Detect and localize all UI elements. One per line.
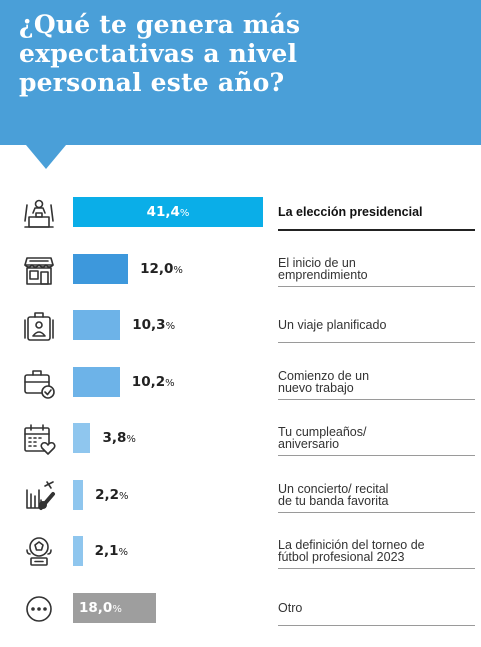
bar-row: 41,4% La elección presidencial <box>0 183 481 239</box>
value-number: 3,8 <box>102 430 127 446</box>
bar <box>73 592 156 623</box>
value-number: 41,4 <box>146 204 180 220</box>
value-label: 2,2% <box>95 487 128 503</box>
value-unit: % <box>165 321 176 332</box>
category-label-line: fútbol profesional 2023 <box>278 550 405 564</box>
row-divider <box>278 229 475 231</box>
value-label: 18,0% <box>79 600 122 616</box>
bar-row: 18,0% Otro <box>0 579 481 635</box>
value-number: 12,0 <box>140 260 174 277</box>
category-label-line: nuevo trabajo <box>278 380 354 395</box>
row-divider <box>278 511 475 513</box>
category-label-line: aniversario <box>278 437 340 451</box>
category-label-line: La definición del torneo de <box>278 538 425 552</box>
value-unit: % <box>165 377 175 389</box>
bar <box>73 253 129 284</box>
value-number: 2,2 <box>95 486 120 503</box>
chart-title: ¿Qué te genera más expectativas a nivel … <box>19 10 301 97</box>
category-label: Comienzo de un nuevo trabajo <box>278 368 474 395</box>
category-label-line: Un concierto/ recital <box>278 481 389 496</box>
row-divider <box>278 285 475 287</box>
row-divider <box>278 342 475 343</box>
value-unit: % <box>126 434 136 445</box>
bar-row: 2,1% La definición del torneo de fútbol pr… <box>0 522 481 578</box>
value-label: 41,4% <box>147 204 190 220</box>
bar-row: 12,0% El inicio de un emprendimiento <box>0 240 481 296</box>
bar-row: 3,8% Tu cumpleaños/aniversario <box>0 409 481 465</box>
category-label: Otro <box>278 600 474 615</box>
bar <box>73 310 121 340</box>
row-divider <box>278 455 475 456</box>
calendar-heart-icon <box>21 421 57 457</box>
value-number: 18,0 <box>79 599 113 616</box>
value-unit: % <box>118 547 129 558</box>
value-number: 10,2 <box>131 373 166 390</box>
rock-hand-guitar-icon <box>21 478 57 514</box>
category-label-line: El inicio de un <box>278 255 356 270</box>
suitcase-icon <box>21 308 57 344</box>
category-label-line: Otro <box>278 600 303 615</box>
bar <box>73 197 263 227</box>
category-label: La definición del torneo de fútbol profes… <box>278 538 474 564</box>
category-label-line: La elección presidencial <box>278 205 423 219</box>
more-dots-icon <box>21 591 57 627</box>
bar <box>73 479 84 510</box>
value-number: 2,1 <box>94 543 119 559</box>
category-label-line: Comienzo de un <box>278 368 370 383</box>
row-divider <box>278 568 475 569</box>
value-label: 10,2% <box>132 374 175 390</box>
row-divider <box>278 624 475 626</box>
value-label: 12,0% <box>140 261 183 277</box>
bar <box>73 536 83 566</box>
category-label-line: de tu banda favorita <box>278 493 389 508</box>
bar-row: 10,2% Comienzo de un nuevo trabajo <box>0 353 481 409</box>
value-label: 2,1% <box>95 543 128 559</box>
value-unit: % <box>112 603 122 615</box>
value-unit: % <box>179 208 190 219</box>
bar <box>73 423 91 453</box>
category-label-line: Tu cumpleaños/ <box>278 425 367 439</box>
header-banner: ¿Qué te genera más expectativas a nivel … <box>0 0 481 145</box>
category-label: Tu cumpleaños/aniversario <box>278 425 474 451</box>
bar-row: 2,2% Un concierto/ recital de tu banda fav… <box>0 466 481 522</box>
category-label: La elección presidencial <box>278 205 474 219</box>
value-label: 3,8% <box>102 430 135 446</box>
category-label-line: emprendimiento <box>278 267 368 282</box>
soccer-ball-trophy-icon <box>21 534 57 570</box>
category-label: El inicio de un emprendimiento <box>278 255 474 282</box>
value-unit: % <box>119 490 129 502</box>
bar <box>73 366 120 397</box>
storefront-icon <box>21 252 57 288</box>
briefcase-check-icon <box>21 365 57 401</box>
value-unit: % <box>173 264 183 276</box>
bar-row: 10,3% Un viaje planificado <box>0 296 481 352</box>
category-label: Un concierto/ recital de tu banda favorit… <box>278 481 474 508</box>
category-label-line: Un viaje planificado <box>278 318 387 332</box>
row-divider <box>278 398 475 400</box>
podium-speaker-icon <box>21 195 57 231</box>
value-number: 10,3 <box>132 317 166 333</box>
value-label: 10,3% <box>132 317 175 333</box>
header-pointer <box>26 145 66 169</box>
category-label: Un viaje planificado <box>278 318 474 332</box>
